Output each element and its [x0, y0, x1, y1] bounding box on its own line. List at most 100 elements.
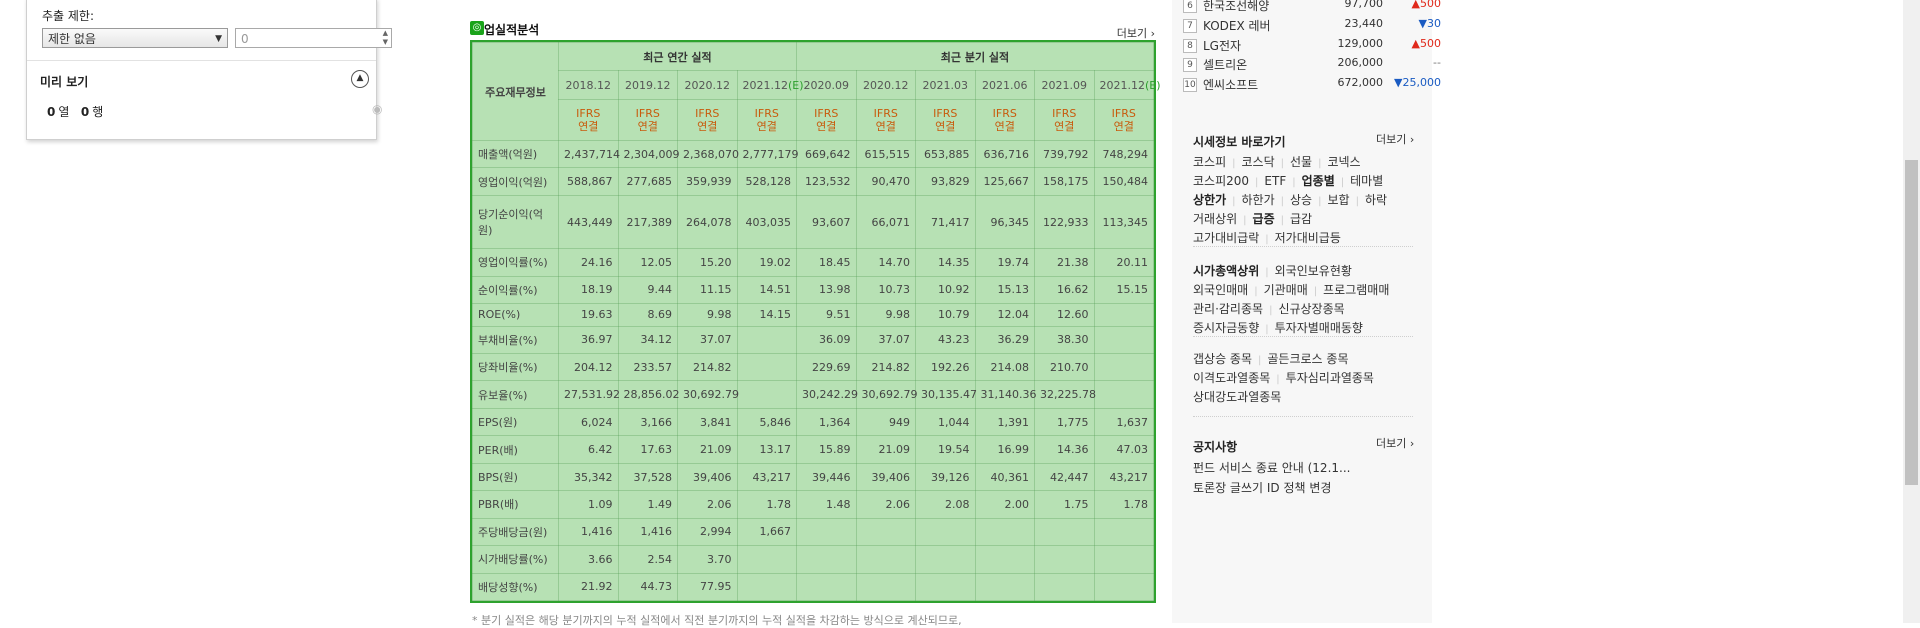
- table-cell: 24.16: [558, 248, 619, 277]
- col-unit: 열: [58, 105, 70, 119]
- table-cell: 21.09: [677, 435, 738, 464]
- table-cell: 528,128: [736, 167, 797, 196]
- table-cell: 15.15: [1093, 275, 1154, 305]
- market-link[interactable]: 갭상승 종목: [1193, 352, 1253, 366]
- row-label: 매출액(억원): [472, 139, 559, 169]
- table-cell: 12.60: [1034, 303, 1095, 327]
- table-cell: 1.09: [558, 490, 619, 519]
- market-link[interactable]: 하한가: [1241, 193, 1275, 207]
- table-cell: 21.09: [855, 435, 916, 464]
- market-link[interactable]: 업종별: [1301, 174, 1335, 188]
- table-cell: [974, 572, 1035, 602]
- table-cell: 93,829: [915, 167, 976, 196]
- market-link[interactable]: 급감: [1290, 212, 1313, 226]
- link-row: 관리·감리종목 | 신규상장종목: [1193, 300, 1345, 317]
- row-label: 영업이익률(%): [472, 248, 559, 277]
- ifrs-sub-label: 연결: [875, 120, 896, 133]
- table-cell: 264,078: [677, 194, 738, 250]
- table-cell: 28,856.02: [617, 380, 679, 409]
- limit-select[interactable]: 제한 없음 ▼: [42, 28, 228, 48]
- market-link[interactable]: 상한가: [1193, 193, 1227, 207]
- market-link[interactable]: 상대강도과열종목: [1193, 390, 1282, 404]
- table-cell: 2.06: [855, 490, 916, 519]
- ifrs-header: IFRS 연결: [915, 99, 976, 141]
- stock-item[interactable]: 7 KODEX 레버 23,440 ▼30: [1183, 17, 1441, 36]
- table-cell: 14.35: [915, 248, 976, 277]
- market-link[interactable]: 투자자별매매동향: [1274, 321, 1363, 335]
- market-link[interactable]: 고가대비급락: [1193, 231, 1260, 245]
- scrollbar[interactable]: [1903, 0, 1920, 623]
- spinner-icon[interactable]: ▲ ▼: [382, 29, 388, 46]
- market-link[interactable]: 증시자금동향: [1193, 321, 1260, 335]
- period-header: 2020.09: [796, 70, 857, 100]
- market-link[interactable]: 보합: [1327, 193, 1350, 207]
- market-link[interactable]: 이격도과열종목: [1193, 371, 1271, 385]
- table-cell: 588,867: [558, 167, 619, 196]
- table-cell: 90,470: [855, 167, 916, 196]
- market-link[interactable]: 외국인매매: [1193, 283, 1249, 297]
- market-link[interactable]: 급증: [1252, 212, 1275, 226]
- market-link[interactable]: 관리·감리종목: [1193, 302, 1264, 316]
- market-link[interactable]: 신규상장종목: [1278, 302, 1345, 316]
- table-cell: 43,217: [1093, 462, 1154, 492]
- stock-item[interactable]: 10 엔씨소프트 672,000 ▼25,000: [1183, 76, 1441, 95]
- notice-item[interactable]: 토론장 글쓰기 ID 정책 변경: [1193, 481, 1332, 495]
- market-link[interactable]: ETF: [1264, 174, 1287, 188]
- table-cell: [1093, 353, 1154, 382]
- stock-item[interactable]: 6 한국조선해양 97,700 ▲500: [1183, 0, 1441, 16]
- market-link[interactable]: 시가총액상위: [1193, 264, 1260, 278]
- ifrs-header: IFRS 연결: [855, 99, 916, 141]
- table-cell: 10.79: [915, 303, 976, 327]
- market-more-link[interactable]: 더보기 ›: [1376, 133, 1415, 146]
- table-cell: 37.07: [855, 325, 916, 355]
- market-link[interactable]: 기관매매: [1263, 283, 1308, 297]
- market-link[interactable]: 선물: [1290, 155, 1313, 169]
- rank-badge: 7: [1183, 19, 1197, 33]
- link-row: 상대강도과열종목: [1193, 388, 1281, 405]
- table-cell: 20.11: [1093, 248, 1154, 277]
- row-label: 영업이익(억원): [472, 167, 559, 196]
- market-link[interactable]: 프로그램매매: [1323, 283, 1390, 297]
- caret-down-icon: ▼: [215, 34, 222, 44]
- market-link[interactable]: 코스피200: [1193, 174, 1250, 188]
- table-cell: 359,939: [677, 167, 738, 196]
- ifrs-label: IFRS: [754, 107, 779, 120]
- table-cell: 1.78: [736, 490, 797, 519]
- market-link[interactable]: 외국인보유현황: [1274, 264, 1352, 278]
- market-link[interactable]: 골든크로스 종목: [1267, 352, 1349, 366]
- ifrs-label: IFRS: [1111, 107, 1136, 120]
- notice-item[interactable]: 펀드 서비스 종료 안내 (12.1...: [1193, 461, 1351, 475]
- market-link[interactable]: 저가대비급등: [1274, 231, 1341, 245]
- collapse-chevron-up-icon[interactable]: ▲: [351, 70, 369, 88]
- stock-item[interactable]: 9 셀트리온 206,000 --: [1183, 56, 1441, 75]
- period-label: 2021.12: [1099, 78, 1146, 92]
- finance-more-link[interactable]: 더보기 ›: [1117, 25, 1155, 41]
- table-cell: 949: [855, 407, 916, 437]
- market-link[interactable]: 거래상위: [1193, 212, 1238, 226]
- market-link[interactable]: 상승: [1290, 193, 1313, 207]
- target-icon[interactable]: ◎: [470, 21, 484, 35]
- table-cell: 43,217: [736, 462, 797, 492]
- table-cell: 36.97: [558, 325, 619, 355]
- stock-change: ▲500: [1388, 37, 1441, 50]
- scrollbar-thumb[interactable]: [1905, 160, 1918, 485]
- limit-number-input[interactable]: 0 ▲ ▼: [235, 28, 392, 48]
- table-cell: 16.62: [1034, 275, 1095, 305]
- market-link[interactable]: 코넥스: [1327, 155, 1361, 169]
- link-row: 갭상승 종목 | 골든크로스 종목: [1193, 350, 1349, 367]
- table-cell: [974, 545, 1035, 574]
- market-link[interactable]: 코스피: [1193, 155, 1227, 169]
- market-link[interactable]: 하락: [1364, 193, 1388, 207]
- period-header-row: 2018.12 2019.12 2020.12 2021.12(E) 2020.09 20…: [473, 70, 1161, 100]
- period-label: 2019.12: [625, 78, 671, 92]
- table-cell: [736, 545, 797, 574]
- market-link[interactable]: 투자심리과열종목: [1285, 371, 1374, 385]
- market-link[interactable]: 테마별: [1350, 174, 1384, 188]
- eye-icon[interactable]: ◉: [372, 102, 383, 116]
- stock-item[interactable]: 8 LG전자 129,000 ▲500: [1183, 37, 1441, 56]
- ifrs-label: IFRS: [1052, 107, 1077, 120]
- market-link[interactable]: 코스닥: [1241, 155, 1275, 169]
- market-shortcuts-title: 시세정보 바로가기: [1193, 135, 1286, 149]
- notice-more-link[interactable]: 더보기 ›: [1376, 437, 1415, 450]
